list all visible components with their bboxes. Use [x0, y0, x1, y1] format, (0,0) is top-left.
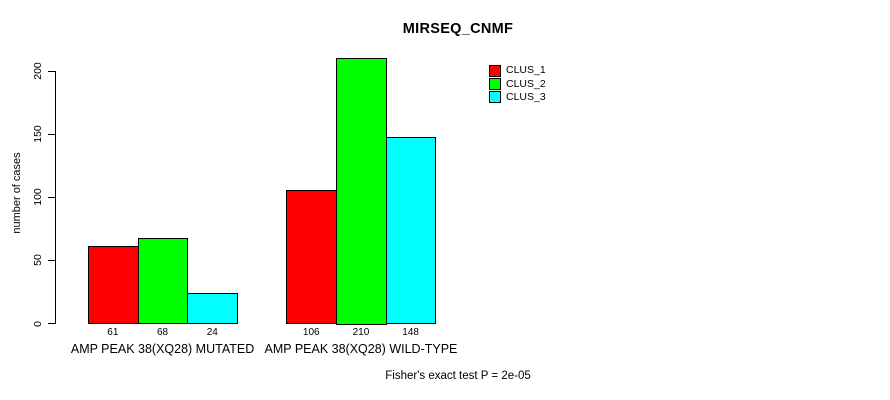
y-tick	[48, 196, 55, 198]
bar-clus_2-group2	[336, 58, 387, 325]
legend-row: CLUS_3	[489, 91, 546, 104]
y-tick	[48, 323, 55, 324]
legend-row: CLUS_2	[489, 77, 546, 90]
legend-swatch-clus_1	[489, 64, 501, 77]
y-tick-label: 50	[32, 254, 44, 267]
y-tick	[48, 259, 55, 261]
bar-value-label: 68	[156, 326, 169, 338]
y-tick-label: 0	[32, 320, 44, 327]
legend-swatch-clus_2	[489, 77, 501, 90]
chart-title: MIRSEQ_CNMF	[402, 21, 514, 37]
y-axis-line	[55, 70, 56, 324]
bar-clus_1-group1	[88, 246, 139, 325]
y-tick	[48, 70, 55, 72]
bar-value-label: 24	[206, 326, 218, 338]
y-tick-label: 100	[32, 188, 44, 207]
bar-clus_2-group1	[137, 237, 189, 325]
bar-clus_3-group2	[385, 136, 437, 325]
legend-row: CLUS_1	[489, 64, 546, 77]
annotation-text: Fisher's exact test P = 2e-05	[385, 370, 531, 382]
bar-value-label: 210	[352, 326, 370, 338]
legend-label: CLUS_1	[506, 64, 546, 77]
bar-value-label: 106	[302, 326, 320, 338]
bar-clus_3-group1	[187, 293, 239, 325]
legend-label: CLUS_2	[506, 77, 546, 90]
bar-value-label: 61	[107, 326, 119, 338]
y-axis-title: number of cases	[11, 152, 23, 234]
category-label: AMP PEAK 38(XQ28) WILD-TYPE	[264, 342, 458, 356]
legend: CLUS_1 CLUS_2 CLUS_3	[489, 64, 546, 104]
y-tick-label: 150	[32, 125, 44, 143]
bar-value-label: 148	[402, 326, 419, 338]
y-tick-label: 200	[32, 62, 44, 80]
legend-swatch-clus_3	[489, 91, 501, 104]
legend-label: CLUS_3	[506, 90, 546, 103]
bar-clus_1-group2	[286, 189, 338, 325]
category-label: AMP PEAK 38(XQ28) MUTATED	[70, 342, 255, 356]
y-tick	[48, 133, 55, 135]
